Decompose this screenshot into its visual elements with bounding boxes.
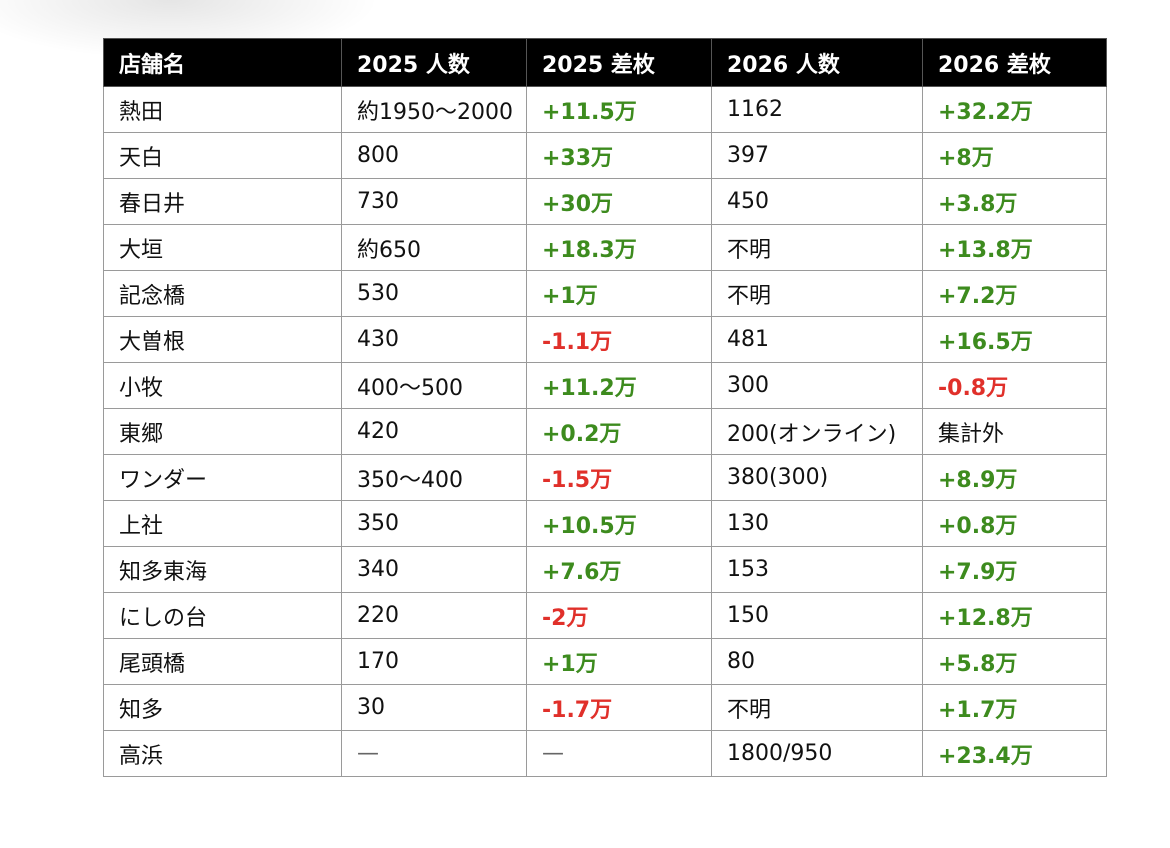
visitors-2026-cell: 不明 [711,270,923,317]
store-name-cell: 大曽根 [103,316,342,363]
visitors-2026-cell: 1800/950 [711,730,923,777]
visitors-2025-cell: — [341,730,527,777]
store-name-cell: 天白 [103,132,342,179]
table-row: 天白 800 +33万 397 +8万 [103,132,1107,179]
visitors-2026-cell: 153 [711,546,923,593]
header-2025-visitors: 2025 人数 [341,38,527,87]
store-name-cell: 上社 [103,500,342,547]
store-name-cell: 知多東海 [103,546,342,593]
visitors-2025-cell: 350〜400 [341,454,527,501]
diff-2025-cell: +18.3万 [526,224,712,271]
table-row: 知多東海 340 +7.6万 153 +7.9万 [103,546,1107,593]
table-row: 東郷 420 +0.2万 200(オンライン) 集計外 [103,408,1107,455]
diff-2025-cell: +1万 [526,638,712,685]
table-row: 上社 350 +10.5万 130 +0.8万 [103,500,1107,547]
store-name-cell: 熱田 [103,86,342,133]
diff-2025-cell: -1.5万 [526,454,712,501]
diff-2026-cell: +8.9万 [922,454,1107,501]
store-name-cell: 記念橋 [103,270,342,317]
visitors-2026-cell: 200(オンライン) [711,408,923,455]
visitors-2025-cell: 30 [341,684,527,731]
visitors-2026-cell: 300 [711,362,923,409]
table-row: 熱田 約1950〜2000 +11.5万 1162 +32.2万 [103,86,1107,133]
header-store-name: 店舗名 [103,38,342,87]
table-row: 高浜 — —1800/950 +23.4万 [103,730,1107,777]
diff-2026-cell: +8万 [922,132,1107,179]
visitors-2025-cell: 170 [341,638,527,685]
diff-2025-cell: -2万 [526,592,712,639]
store-name-cell: にしの台 [103,592,342,639]
visitors-2026-cell: 80 [711,638,923,685]
table-row: 知多 30 -1.7万 不明 +1.7万 [103,684,1107,731]
visitors-2026-cell: 不明 [711,224,923,271]
diff-2026-cell: 集計外 [922,408,1107,455]
visitors-2026-cell: 150 [711,592,923,639]
store-name-cell: 知多 [103,684,342,731]
table-body: 熱田 約1950〜2000 +11.5万 1162 +32.2万 天白 800 +33万 397… [103,86,1107,777]
visitors-2025-cell: 730 [341,178,527,225]
visitors-2025-cell: 430 [341,316,527,363]
header-2026-visitors: 2026 人数 [711,38,923,87]
diff-2026-cell: +1.7万 [922,684,1107,731]
table-row: にしの台 220 -2万 150 +12.8万 [103,592,1107,639]
diff-2025-cell: — [526,730,712,777]
visitors-2025-cell: 340 [341,546,527,593]
store-name-cell: 春日井 [103,178,342,225]
visitors-2026-cell: 不明 [711,684,923,731]
diff-2026-cell: +7.9万 [922,546,1107,593]
store-name-cell: 東郷 [103,408,342,455]
store-name-cell: 小牧 [103,362,342,409]
visitors-2025-cell: 220 [341,592,527,639]
diff-2025-cell: +33万 [526,132,712,179]
table-row: 春日井 730 +30万 450 +3.8万 [103,178,1107,225]
visitors-2025-cell: 約1950〜2000 [341,86,527,133]
header-2026-diff: 2026 差枚 [922,38,1107,87]
diff-2026-cell: +16.5万 [922,316,1107,363]
visitors-2026-cell: 1162 [711,86,923,133]
diff-2026-cell: +0.8万 [922,500,1107,547]
table-row: 小牧 400〜500 +11.2万 300 -0.8万 [103,362,1107,409]
table-row: 大垣 約650 +18.3万 不明 +13.8万 [103,224,1107,271]
visitors-2025-cell: 420 [341,408,527,455]
store-comparison-table: 店舗名 2025 人数 2025 差枚 2026 人数 2026 差枚 熱田 約1… [103,38,1107,777]
diff-2026-cell: +12.8万 [922,592,1107,639]
diff-2025-cell: +0.2万 [526,408,712,455]
table-row: 尾頭橋 170 +1万 80 +5.8万 [103,638,1107,685]
visitors-2026-cell: 380(300) [711,454,923,501]
diff-2025-cell: +10.5万 [526,500,712,547]
diff-2026-cell: +5.8万 [922,638,1107,685]
diff-2026-cell: +23.4万 [922,730,1107,777]
diff-2025-cell: +30万 [526,178,712,225]
visitors-2026-cell: 130 [711,500,923,547]
diff-2026-cell: +32.2万 [922,86,1107,133]
visitors-2025-cell: 800 [341,132,527,179]
store-name-cell: ワンダー [103,454,342,501]
table-row: ワンダー 350〜400 -1.5万 380(300) +8.9万 [103,454,1107,501]
table-row: 記念橋 530 +1万 不明 +7.2万 [103,270,1107,317]
diff-2026-cell: -0.8万 [922,362,1107,409]
visitors-2025-cell: 350 [341,500,527,547]
store-name-cell: 尾頭橋 [103,638,342,685]
visitors-2026-cell: 450 [711,178,923,225]
visitors-2026-cell: 481 [711,316,923,363]
diff-2025-cell: +11.5万 [526,86,712,133]
store-name-cell: 高浜 [103,730,342,777]
visitors-2025-cell: 約650 [341,224,527,271]
diff-2025-cell: -1.1万 [526,316,712,363]
store-name-cell: 大垣 [103,224,342,271]
diff-2025-cell: -1.7万 [526,684,712,731]
diff-2026-cell: +3.8万 [922,178,1107,225]
header-2025-diff: 2025 差枚 [526,38,712,87]
diff-2026-cell: +7.2万 [922,270,1107,317]
visitors-2026-cell: 397 [711,132,923,179]
visitors-2025-cell: 400〜500 [341,362,527,409]
visitors-2025-cell: 530 [341,270,527,317]
diff-2025-cell: +1万 [526,270,712,317]
header-row: 店舗名 2025 人数 2025 差枚 2026 人数 2026 差枚 [103,38,1107,87]
diff-2026-cell: +13.8万 [922,224,1107,271]
diff-2025-cell: +7.6万 [526,546,712,593]
table-header: 店舗名 2025 人数 2025 差枚 2026 人数 2026 差枚 [103,38,1107,87]
table-row: 大曽根 430 -1.1万 481 +16.5万 [103,316,1107,363]
diff-2025-cell: +11.2万 [526,362,712,409]
